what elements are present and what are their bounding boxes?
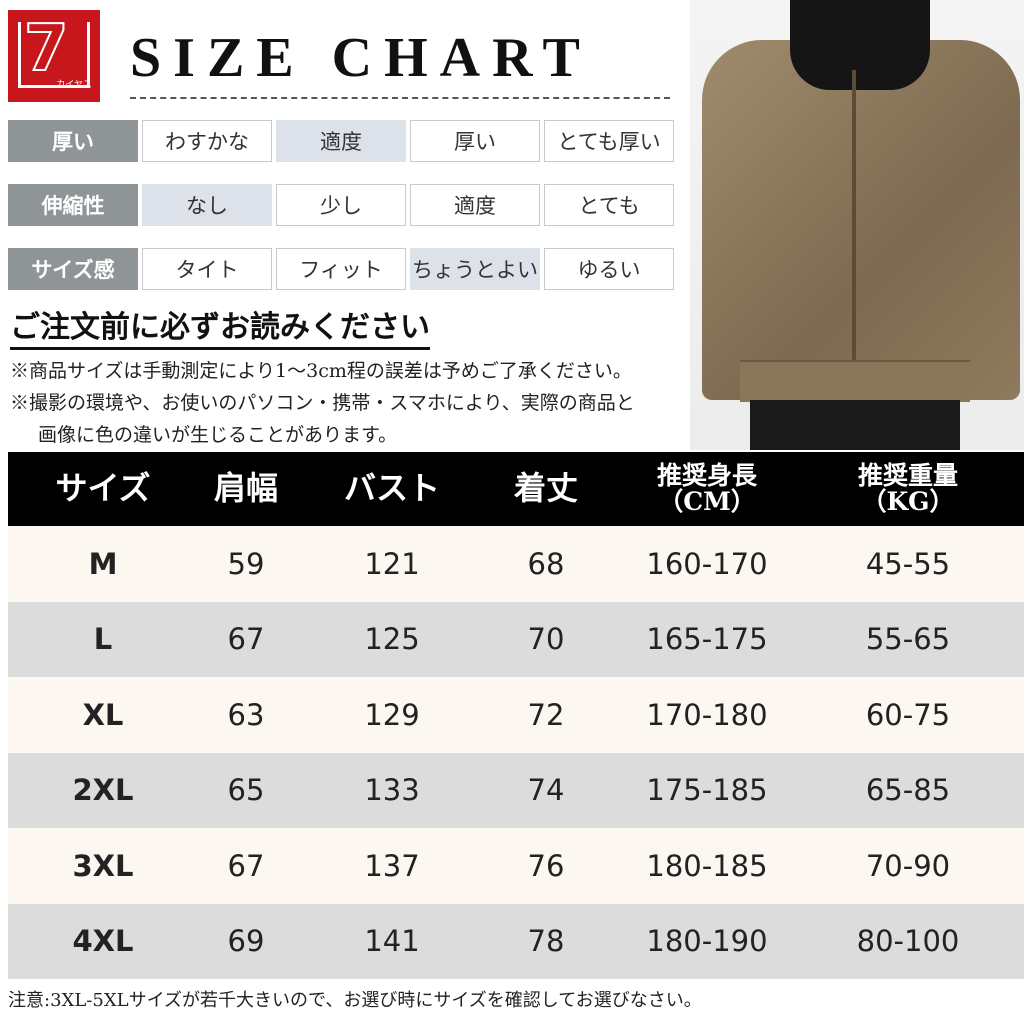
attribute-label: 伸縮性: [8, 184, 138, 226]
table-cell: 65-85: [865, 773, 951, 808]
column-header: 肩幅: [198, 472, 294, 506]
table-cell: 175-185: [646, 773, 768, 808]
column-header-text: サイズ: [55, 469, 151, 508]
column-header-text: （CM）: [658, 487, 756, 516]
table-cell: 74: [527, 773, 565, 808]
table-cell: 45-55: [865, 546, 951, 581]
notice-title: ご注文前に必ずお読みください: [10, 302, 430, 350]
table-cell: 67: [227, 622, 265, 657]
table-cell: 76: [527, 848, 565, 883]
attribute-option: 少し: [276, 184, 406, 226]
dashed-divider: [130, 97, 670, 99]
brand-logo: 7 カイヤス: [8, 10, 100, 102]
table-cell: 70-90: [865, 848, 951, 883]
size-cell: 2XL: [72, 773, 134, 808]
column-header-text: 推奨身長: [656, 460, 757, 490]
notice-line: ※商品サイズは手動測定により1～3cm程の誤差は予めご了承ください。: [10, 360, 632, 382]
table-cell: 67: [227, 848, 265, 883]
attribute-row: 厚い わすかな 適度 厚い とても厚い: [8, 120, 674, 162]
table-row: M 59 121 68 160-170 45-55: [8, 526, 1024, 602]
table-cell: 78: [527, 924, 565, 959]
attribute-row: サイズ感 タイト フィット ちょうとよい ゆるい: [8, 248, 674, 290]
table-row: L 67 125 70 165-175 55-65: [8, 601, 1024, 677]
logo-frame: [18, 22, 90, 88]
logo-seven-glyph: 7: [23, 11, 70, 87]
table-cell: 63: [227, 697, 265, 732]
footer-note: 注意:3XL-5XLサイズが若千大きいので、お選び時にサイズを確認してお選びなさ…: [8, 990, 702, 1011]
size-cell: XL: [82, 697, 124, 732]
jacket-placket: [852, 70, 856, 400]
table-cell: 72: [527, 697, 565, 732]
attribute-option-selected: 適度: [276, 120, 406, 162]
table-cell: 133: [364, 773, 420, 808]
attribute-option: とても: [544, 184, 674, 226]
table-row: 4XL 69 141 78 180-190 80-100: [8, 903, 1024, 979]
size-cell: 3XL: [72, 848, 134, 883]
attribute-option: とても厚い: [544, 120, 674, 162]
hood-shape: [790, 0, 930, 90]
attribute-option: わすかな: [142, 120, 272, 162]
table-cell: 137: [364, 848, 420, 883]
table-cell: 180-185: [646, 848, 768, 883]
table-cell: 170-180: [646, 697, 768, 732]
column-header: 推奨身長 （CM）: [602, 460, 812, 516]
page-title: SIZE CHART: [130, 27, 592, 89]
table-cell: 69: [227, 924, 265, 959]
product-photo: [690, 0, 1024, 450]
table-cell: 165-175: [646, 622, 768, 657]
table-header-row: サイズ 肩幅 バスト 着丈 推奨身長 （CM） 推奨重量 （KG）: [8, 452, 1024, 526]
table-cell: 80-100: [856, 924, 960, 959]
size-cell: M: [88, 546, 118, 581]
logo-brand-text: カイヤス: [56, 80, 92, 90]
table-cell: 141: [364, 924, 420, 959]
jacket-hem-band: [740, 360, 970, 402]
table-cell: 70: [527, 622, 565, 657]
attribute-option: 厚い: [410, 120, 540, 162]
pants-shape: [750, 400, 960, 450]
table-cell: 160-170: [646, 546, 768, 581]
column-header-text: （KG）: [861, 487, 955, 516]
attribute-option: 適度: [410, 184, 540, 226]
table-cell: 180-190: [646, 924, 768, 959]
column-header: バスト: [294, 472, 490, 506]
attribute-option-selected: ちょうとよい: [410, 248, 540, 290]
notice-line: ※撮影の環境や、お使いのパソコン・携帯・スマホにより、実際の商品と: [10, 392, 635, 414]
notice-line: 画像に色の違いが生じることがあります。: [38, 424, 398, 446]
table-cell: 68: [527, 546, 565, 581]
table-cell: 65: [227, 773, 265, 808]
table-cell: 60-75: [865, 697, 951, 732]
attribute-option: タイト: [142, 248, 272, 290]
attribute-row: 伸縮性 なし 少し 適度 とても: [8, 184, 674, 226]
size-cell: L: [93, 622, 113, 657]
attribute-label: 厚い: [8, 120, 138, 162]
attribute-option: フィット: [276, 248, 406, 290]
table-cell: 129: [364, 697, 420, 732]
attribute-option-selected: なし: [142, 184, 272, 226]
table-row: XL 63 129 72 170-180 60-75: [8, 677, 1024, 753]
column-header-text: バスト: [343, 469, 440, 508]
column-header-text: 着丈: [513, 469, 578, 508]
size-cell: 4XL: [72, 924, 134, 959]
attribute-label: サイズ感: [8, 248, 138, 290]
column-header-text: 肩幅: [213, 469, 278, 508]
table-cell: 125: [364, 622, 420, 657]
table-cell: 59: [227, 546, 265, 581]
table-row: 2XL 65 133 74 175-185 65-85: [8, 752, 1024, 828]
jacket-shape: [702, 40, 1020, 400]
column-header: サイズ: [8, 472, 198, 506]
size-table: サイズ 肩幅 バスト 着丈 推奨身長 （CM） 推奨重量 （KG） M 59 121 68 160-17…: [8, 452, 1024, 979]
attribute-option: ゆるい: [544, 248, 674, 290]
column-header-text: 推奨重量: [857, 460, 958, 490]
table-cell: 121: [364, 546, 420, 581]
table-cell: 55-65: [865, 622, 951, 657]
table-row: 3XL 67 137 76 180-185 70-90: [8, 828, 1024, 904]
column-header: 推奨重量 （KG）: [812, 460, 1004, 516]
column-header: 着丈: [490, 472, 602, 506]
